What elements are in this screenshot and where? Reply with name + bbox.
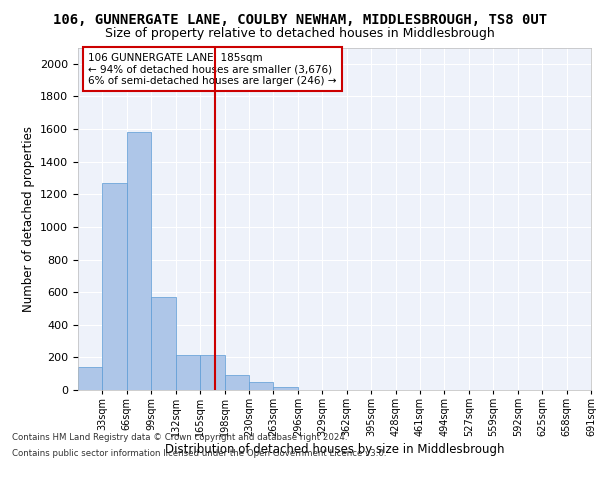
Bar <box>274 386 298 390</box>
Bar <box>151 297 176 390</box>
Bar <box>78 367 103 390</box>
Bar <box>103 183 127 390</box>
Text: 106, GUNNERGATE LANE, COULBY NEWHAM, MIDDLESBROUGH, TS8 0UT: 106, GUNNERGATE LANE, COULBY NEWHAM, MID… <box>53 12 547 26</box>
Bar <box>127 132 151 390</box>
Bar <box>249 382 274 390</box>
Text: Contains public sector information licensed under the Open Government Licence v3: Contains public sector information licen… <box>12 448 386 458</box>
Bar <box>200 355 224 390</box>
Bar <box>224 374 249 390</box>
X-axis label: Distribution of detached houses by size in Middlesbrough: Distribution of detached houses by size … <box>165 444 504 456</box>
Text: 106 GUNNERGATE LANE: 185sqm
← 94% of detached houses are smaller (3,676)
6% of s: 106 GUNNERGATE LANE: 185sqm ← 94% of det… <box>88 52 337 86</box>
Bar <box>176 355 200 390</box>
Text: Contains HM Land Registry data © Crown copyright and database right 2024.: Contains HM Land Registry data © Crown c… <box>12 434 347 442</box>
Y-axis label: Number of detached properties: Number of detached properties <box>22 126 35 312</box>
Text: Size of property relative to detached houses in Middlesbrough: Size of property relative to detached ho… <box>105 28 495 40</box>
